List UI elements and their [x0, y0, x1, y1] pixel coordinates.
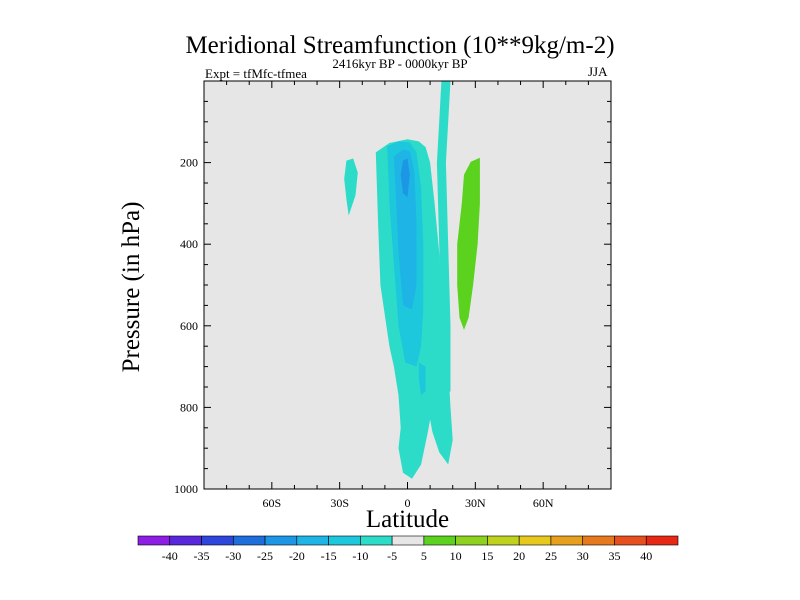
x-tick-label: 0: [405, 496, 411, 510]
colorbar-label: -15: [321, 549, 337, 563]
colorbar-swatch: [645, 535, 679, 546]
colorbar-swatch: [455, 535, 488, 546]
x-tick-label: 60N: [533, 496, 554, 510]
y-tick-label: 800: [180, 400, 198, 414]
colorbar: -40 -35 -30 -25 -20 -15 -10 -5 5 10 15 20 25 30 35 40: [137, 535, 679, 563]
x-tick-label: 30N: [465, 496, 486, 510]
season-label: JJA: [588, 64, 608, 79]
contour-southern-small-cell: [344, 158, 358, 216]
colorbar-label: 35: [608, 549, 620, 563]
contour-layer: [344, 81, 480, 479]
colorbar-swatch: [137, 535, 171, 546]
contour-negative-max: [400, 158, 410, 198]
y-tick-label: 600: [180, 319, 198, 333]
colorbar-label: -25: [257, 549, 273, 563]
experiment-label: Expt = tfMfc-tfmea: [205, 66, 307, 81]
colorbar-label: 30: [577, 549, 589, 563]
colorbar-swatch: [391, 535, 425, 546]
colorbar-label: -10: [352, 549, 368, 563]
chart-title: Meridional Streamfunction (10**9kg/m-2): [185, 32, 615, 59]
colorbar-label: 25: [545, 549, 557, 563]
contour-negative-core-cell: [393, 149, 417, 310]
colorbar-label: 10: [450, 549, 462, 563]
colorbar-swatch: [423, 535, 456, 546]
colorbar-swatch: [614, 535, 647, 546]
contour-jet-strip: [436, 81, 451, 400]
colorbar-label: -40: [162, 549, 178, 563]
colorbar-swatch: [487, 535, 520, 546]
colorbar-label: 40: [640, 549, 652, 563]
colorbar-label: -35: [194, 549, 210, 563]
colorbar-swatch: [328, 535, 361, 546]
colorbar-label: 15: [481, 549, 493, 563]
contour-negative-speck: [418, 362, 426, 396]
colorbar-label: -20: [289, 549, 305, 563]
x-axis-label: Latitude: [365, 506, 450, 533]
colorbar-swatch: [360, 535, 393, 546]
colorbar-swatch: [232, 535, 266, 546]
y-tick-label: 400: [180, 237, 198, 251]
colorbar-swatch: [296, 535, 329, 546]
colorbar-swatch: [518, 535, 552, 546]
colorbar-swatch: [169, 535, 202, 546]
colorbar-swatch: [264, 535, 298, 546]
colorbar-label: -5: [387, 549, 397, 563]
x-tick-label: 60S: [262, 496, 281, 510]
colorbar-label: -30: [225, 549, 241, 563]
colorbar-swatch: [550, 535, 584, 546]
colorbar-label: 20: [513, 549, 525, 563]
colorbar-label: 5: [421, 549, 427, 563]
tick-layer: 60S 30S 0 30N 60N 200 400 600 800 1000: [174, 81, 611, 510]
y-tick-label: 200: [180, 156, 198, 170]
contour-positive-cell: [457, 157, 480, 330]
chart-subtitle: 2416kyr BP - 0000kyr BP: [332, 56, 468, 71]
x-tick-label: 30S: [330, 496, 349, 510]
colorbar-swatch: [582, 535, 615, 546]
colorbar-swatch: [201, 535, 234, 546]
y-tick-label: 1000: [174, 482, 198, 496]
